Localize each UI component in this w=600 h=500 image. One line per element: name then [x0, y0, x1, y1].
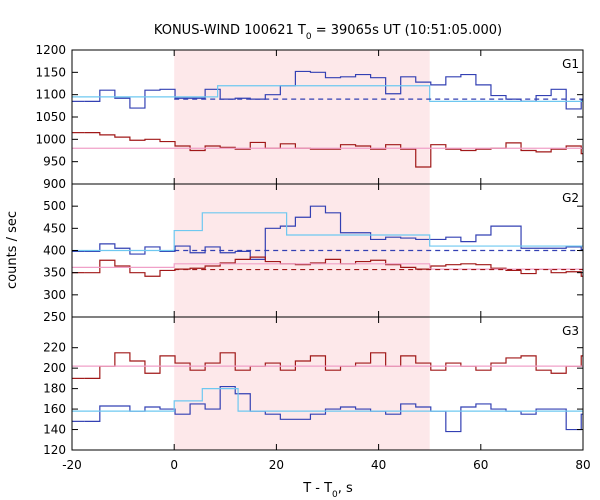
y-tick-label: 1100 — [35, 88, 66, 102]
y-tick-label: 350 — [43, 266, 66, 280]
x-tick-label: 80 — [575, 458, 590, 472]
x-tick-label: 0 — [170, 458, 178, 472]
panel-label: G1 — [562, 57, 579, 71]
y-tick-label: 120 — [43, 443, 66, 457]
y-axis-label: counts / sec — [5, 211, 20, 289]
y-tick-label: 300 — [43, 288, 66, 302]
dark-red-histogram — [84, 132, 583, 168]
dark-red-histogram — [84, 256, 583, 277]
y-tick-label: 1050 — [35, 110, 66, 124]
y-tick-label: 1200 — [35, 43, 66, 57]
y-tick-label: 220 — [43, 341, 66, 355]
shaded-interval — [174, 317, 430, 450]
panel-label: G3 — [562, 324, 579, 338]
y-tick-label: 140 — [43, 423, 66, 437]
panel-g2: 250 300 350 400 450 500 G2 — [43, 183, 584, 324]
panel-label: G2 — [562, 191, 579, 205]
shaded-interval — [174, 50, 430, 184]
panel-plot-area — [72, 70, 583, 168]
panel-g1: 900 950 1000 1050 1100 1150 1200 G1 — [35, 43, 584, 191]
y-tick-label: 450 — [43, 221, 66, 235]
y-tick-label: 950 — [43, 155, 66, 169]
y-tick-label: 400 — [43, 244, 66, 258]
x-axis-label: T - T0, s — [302, 481, 353, 500]
x-tick-label: -20 — [62, 458, 82, 472]
chart-title: KONUS-WIND 100621 T0 = 39065s UT (10:51:… — [154, 23, 502, 42]
y-tick-label: 200 — [43, 361, 66, 375]
panel-frame — [71, 316, 584, 451]
y-tick-label: 1150 — [35, 65, 66, 79]
x-tick-label: 40 — [371, 458, 386, 472]
y-tick-label: 900 — [43, 177, 66, 191]
y-tick-label: 250 — [43, 310, 66, 324]
dark-red-histogram — [84, 352, 583, 379]
panel-g3: 120 140 160 180 200 220 G3 — [43, 316, 584, 457]
blue-histogram — [84, 385, 583, 433]
x-tick-label: 60 — [473, 458, 488, 472]
y-tick-label: 160 — [43, 402, 66, 416]
x-tick-label: 20 — [269, 458, 284, 472]
y-tick-label: 500 — [43, 199, 66, 213]
light-blue-fit — [72, 388, 583, 412]
y-tick-label: 180 — [43, 382, 66, 396]
blue-histogram — [84, 70, 583, 110]
blue-histogram — [84, 205, 583, 260]
light-blue-fit — [72, 212, 583, 252]
y-tick-label: 1000 — [35, 132, 66, 146]
light-blue-fit — [72, 85, 583, 102]
panel-plot-area — [72, 352, 583, 433]
